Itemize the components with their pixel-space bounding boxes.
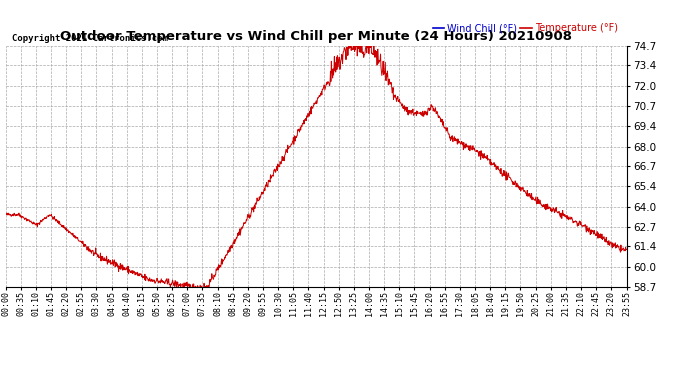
Legend: Wind Chill (°F), Temperature (°F): Wind Chill (°F), Temperature (°F): [428, 19, 622, 37]
Title: Outdoor Temperature vs Wind Chill per Minute (24 Hours) 20210908: Outdoor Temperature vs Wind Chill per Mi…: [60, 30, 572, 43]
Text: Copyright 2021 Cartronics.com: Copyright 2021 Cartronics.com: [12, 34, 168, 44]
